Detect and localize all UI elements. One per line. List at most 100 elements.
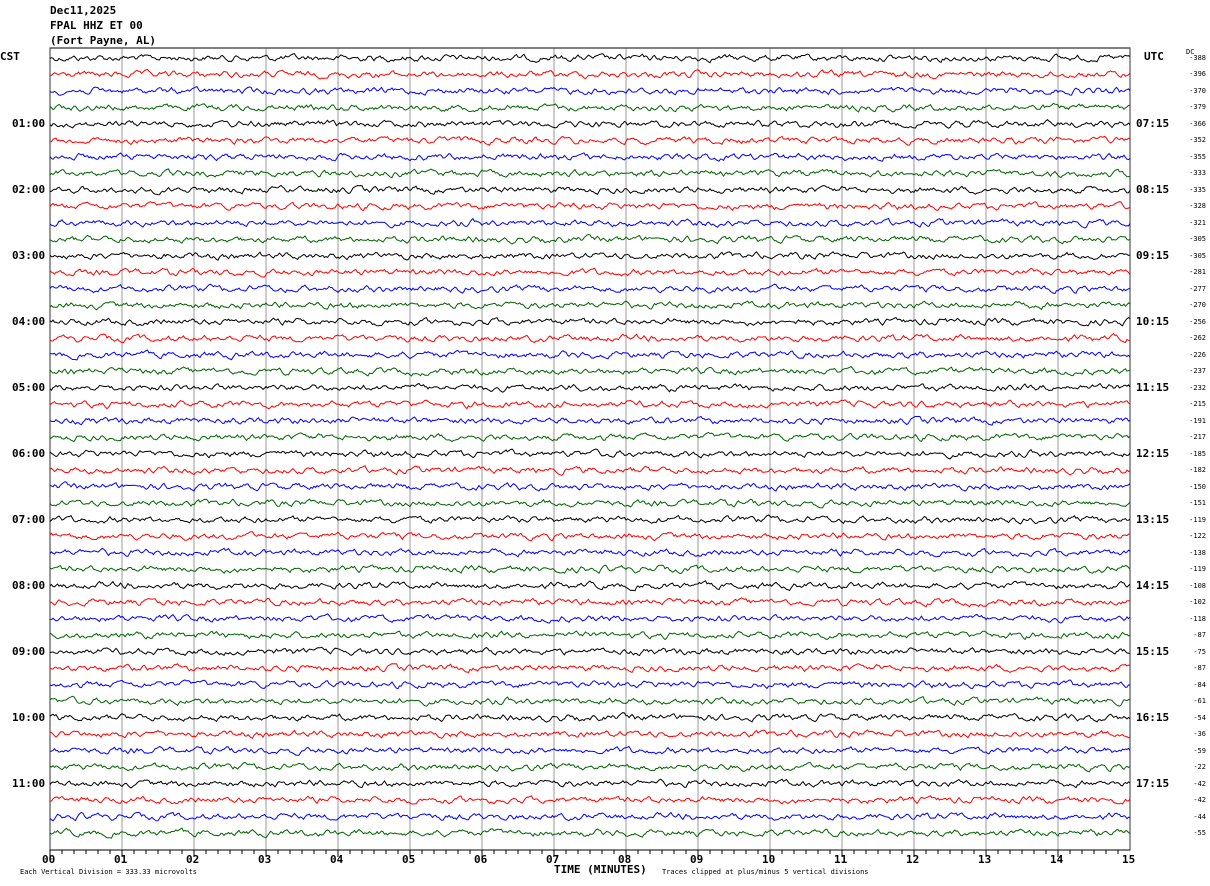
trace-line: [49, 431, 1131, 443]
dc-offset-label: -262: [1189, 334, 1206, 343]
dc-offset-label: -321: [1189, 218, 1206, 227]
trace-line: [49, 300, 1131, 311]
trace-line: [49, 827, 1131, 839]
trace-line: [49, 761, 1131, 773]
trace-line: [49, 630, 1131, 641]
dc-offset-label: -75: [1193, 647, 1206, 656]
trace-line: [49, 745, 1131, 756]
utc-hour-label: 07:15: [1136, 116, 1170, 130]
x-tick-label: 04: [330, 853, 344, 866]
utc-hour-label: 16:15: [1136, 710, 1170, 724]
plot-frame: [49, 47, 1131, 851]
trace-line: [49, 613, 1131, 624]
trace-line: [49, 267, 1131, 278]
dc-offset-label: -333: [1189, 169, 1206, 178]
utc-hour-label: 11:15: [1136, 380, 1170, 394]
dc-offset-label: -232: [1189, 383, 1206, 392]
dc-offset-label: -277: [1189, 284, 1206, 293]
dc-offset-label: -352: [1189, 136, 1206, 145]
trace-line: [49, 332, 1131, 344]
trace-line: [49, 68, 1131, 80]
dc-offset-label: -379: [1189, 103, 1206, 112]
cst-hour-label: 01:00: [12, 116, 46, 130]
trace-line: [49, 251, 1131, 261]
x-tick-label: 10: [762, 853, 776, 866]
dc-offset-label: -305: [1189, 251, 1206, 260]
trace-line: [49, 135, 1131, 146]
x-tick-label: 03: [258, 853, 272, 866]
clip-note: Traces clipped at plus/minus 5 vertical …: [662, 868, 869, 876]
dc-offset-label: -305: [1189, 235, 1206, 244]
trace-line: [49, 679, 1131, 690]
trace-line: [49, 695, 1131, 707]
utc-hour-label: 10:15: [1136, 314, 1170, 328]
right-axis-title: UTC: [1144, 50, 1164, 63]
dc-offset-label: -366: [1189, 119, 1206, 128]
dc-offset-label: -119: [1189, 565, 1206, 574]
x-tick-label: 07: [546, 853, 560, 866]
x-tick-label: 08: [618, 853, 632, 866]
dc-offset-label: -36: [1193, 730, 1206, 739]
trace-line: [49, 233, 1131, 245]
dc-title: DC: [1186, 48, 1195, 56]
dc-offset-label: -138: [1189, 548, 1206, 557]
station-label: FPAL HHZ ET 00: [50, 19, 143, 32]
trace-line: [49, 365, 1131, 377]
trace-line: [49, 564, 1131, 575]
x-tick-label: 05: [402, 853, 416, 866]
trace-line: [49, 729, 1131, 740]
cst-hour-label: 06:00: [12, 446, 46, 460]
trace-line: [49, 349, 1131, 361]
utc-hour-label: 13:15: [1136, 512, 1170, 526]
dc-offset-label: -370: [1189, 86, 1206, 95]
dc-offset-label: -270: [1189, 301, 1206, 310]
trace-line: [49, 448, 1131, 460]
trace-line: [49, 102, 1130, 113]
trace-line: [49, 184, 1131, 196]
trace-line: [49, 168, 1131, 179]
dc-offset-label: -119: [1189, 515, 1206, 524]
utc-hour-label: 14:15: [1136, 578, 1170, 592]
trace-line: [49, 317, 1131, 327]
utc-hour-label: 08:15: [1136, 182, 1170, 196]
dc-offset-label: -191: [1189, 416, 1206, 425]
trace-line: [49, 795, 1131, 805]
dc-offset-label: -237: [1189, 367, 1206, 376]
trace-line: [49, 597, 1131, 608]
x-tick-label: 09: [690, 853, 704, 866]
cst-hour-label: 08:00: [12, 578, 46, 592]
location-label: (Fort Payne, AL): [50, 34, 156, 47]
dc-offset-label: -226: [1189, 350, 1206, 359]
x-tick-label: 15: [1122, 853, 1136, 866]
x-tick-label: 06: [474, 853, 488, 866]
trace-line: [49, 646, 1131, 657]
cst-hour-label: 10:00: [12, 710, 46, 724]
trace-line: [49, 152, 1131, 162]
dc-offset-label: -151: [1189, 499, 1206, 508]
dc-offset-label: -182: [1189, 466, 1206, 475]
x-tick-label: 14: [1050, 853, 1064, 866]
x-tick-label: 12: [906, 853, 920, 866]
x-tick-label: 13: [978, 853, 992, 866]
cst-hour-label: 04:00: [12, 314, 46, 328]
trace-line: [49, 498, 1131, 509]
trace-line: [49, 811, 1131, 822]
trace-line: [49, 547, 1131, 558]
dc-offset-label: -256: [1189, 317, 1206, 326]
utc-hour-label: 09:15: [1136, 248, 1170, 262]
cst-hour-label: 03:00: [12, 248, 46, 262]
dc-offset-label: -281: [1189, 268, 1206, 277]
cst-hour-label: 09:00: [12, 644, 46, 658]
dc-offset-label: -217: [1189, 433, 1206, 442]
dc-offset-label: -185: [1189, 449, 1206, 458]
cst-hour-label: 05:00: [12, 380, 46, 394]
date-label: Dec11,2025: [50, 4, 117, 17]
trace-line: [49, 531, 1131, 542]
dc-offset-label: -335: [1189, 185, 1206, 194]
dc-offset-label: -87: [1193, 631, 1206, 640]
trace-line: [49, 415, 1131, 426]
trace-line: [49, 201, 1131, 212]
dc-offset-label: -42: [1193, 779, 1206, 788]
